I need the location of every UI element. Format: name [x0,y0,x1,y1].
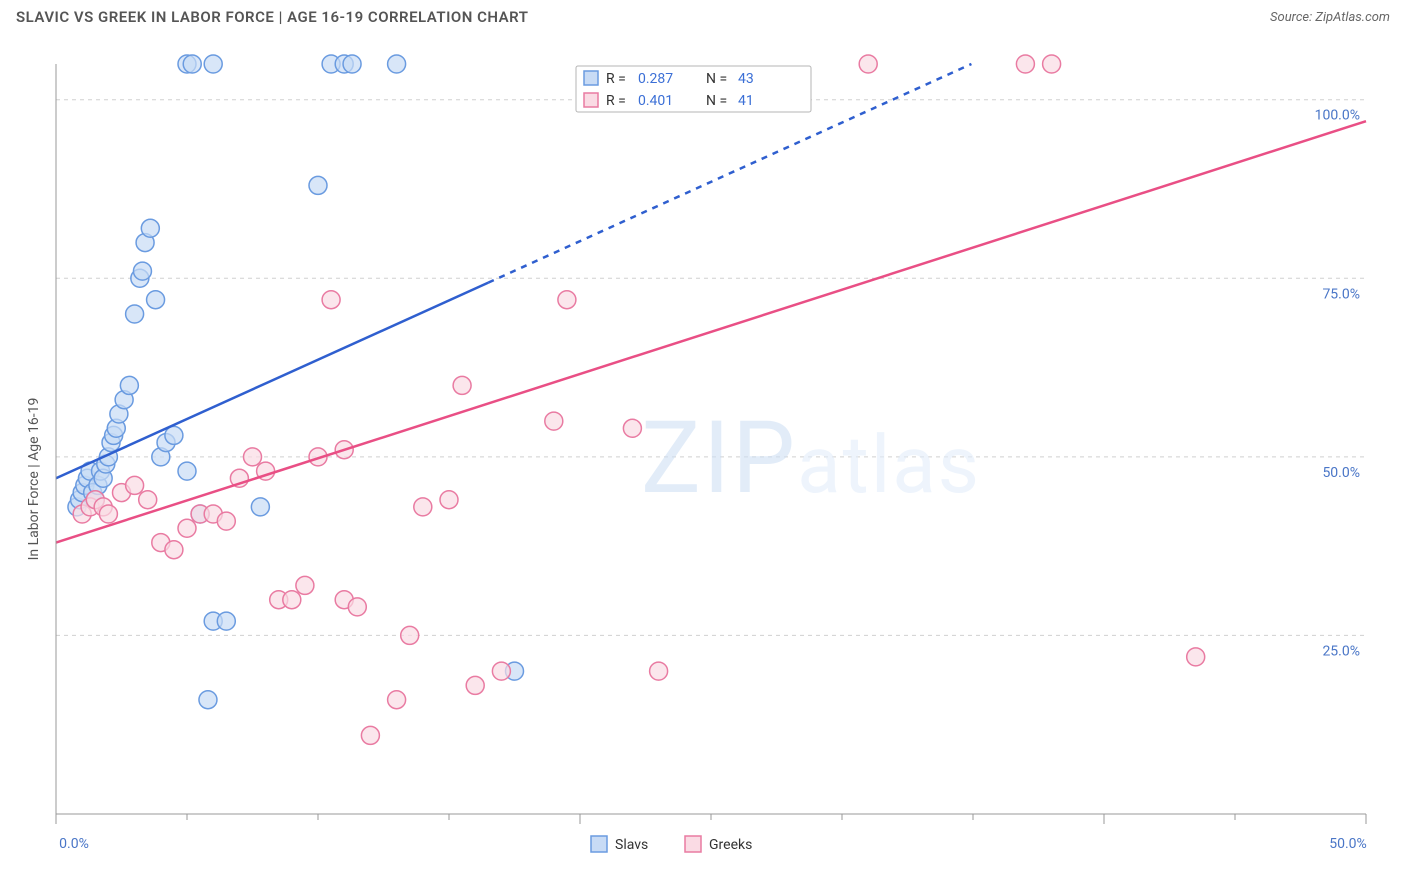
scatter-point [183,55,201,73]
scatter-point [204,55,222,73]
scatter-point [623,419,641,437]
y-tick-label: 50.0% [1322,465,1360,481]
scatter-point [244,448,262,466]
chart-title: SLAVIC VS GREEK IN LABOR FORCE | AGE 16-… [16,8,528,26]
scatter-point [99,505,117,523]
source-attribution: Source: ZipAtlas.com [1270,10,1390,25]
watermark: ZIPatlas [641,400,981,517]
legend-swatch [591,836,607,852]
y-tick-label: 75.0% [1322,286,1360,302]
scatter-point [440,491,458,509]
scatter-point [558,291,576,309]
scatter-point [361,726,379,744]
y-axis-label: In Labor Force | Age 16-19 [26,398,42,561]
legend-swatch [584,71,598,85]
scatter-point [650,662,668,680]
x-tick-label: 50.0% [1329,836,1367,852]
scatter-point [401,626,419,644]
scatter-point [283,591,301,609]
legend-series-label: Greeks [709,837,752,853]
legend-r-label: R = [606,71,626,87]
scatter-point [453,376,471,394]
scatter-point [1043,55,1061,73]
legend-swatch [685,836,701,852]
scatter-point [545,412,563,430]
scatter-point [859,55,877,73]
scatter-point [309,176,327,194]
scatter-point [147,291,165,309]
scatter-point [178,519,196,537]
legend-n-label: N = [706,71,727,87]
scatter-point [348,598,366,616]
scatter-point [492,662,510,680]
legend-n-value: 41 [738,93,754,109]
y-tick-label: 100.0% [1315,108,1360,124]
scatter-point [199,691,217,709]
scatter-point [217,512,235,530]
scatter-point [322,291,340,309]
scatter-point [217,612,235,630]
scatter-point [466,676,484,694]
scatter-point [414,498,432,516]
scatter-point [388,55,406,73]
scatter-point [139,491,157,509]
scatter-point [126,305,144,323]
scatter-point [1187,648,1205,666]
trend-line [56,283,488,479]
scatter-point [388,691,406,709]
y-tick-label: 25.0% [1322,643,1360,659]
scatter-point [296,576,314,594]
scatter-point [126,476,144,494]
x-tick-label: 0.0% [59,836,89,852]
legend-r-label: R = [606,93,626,109]
scatter-point [178,462,196,480]
scatter-point [141,219,159,237]
legend-n-label: N = [706,93,727,109]
legend-r-value: 0.287 [638,71,673,87]
legend-n-value: 43 [738,71,754,87]
scatter-point [165,541,183,559]
legend-r-value: 0.401 [638,93,673,109]
scatter-point [1016,55,1034,73]
legend-series-label: Slavs [615,837,648,853]
scatter-point [120,376,138,394]
scatter-point [343,55,361,73]
correlation-scatter-chart: ZIPatlas 0.0% 50.0% 25.0% 50.0% 75.0% 100.0% In… [16,44,1390,864]
legend-swatch [584,93,598,107]
scatter-point [133,262,151,280]
scatter-point [251,498,269,516]
